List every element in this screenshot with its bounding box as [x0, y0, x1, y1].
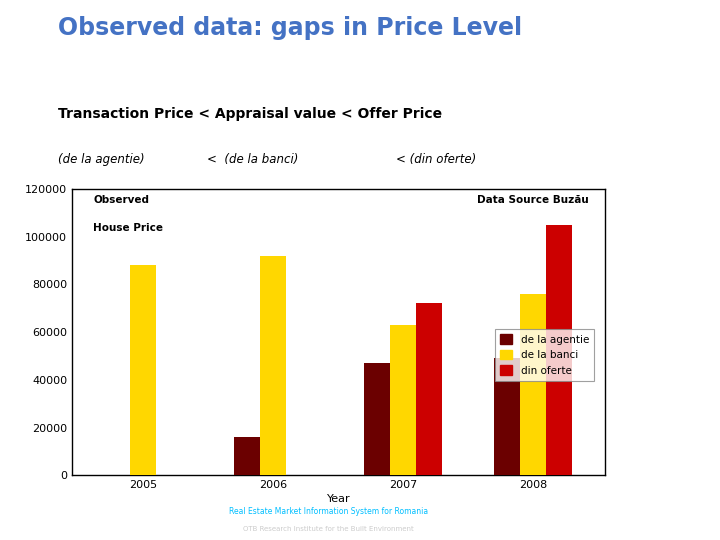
Text: Real Estate Market Information System for Romania: Real Estate Market Information System fo… [229, 507, 428, 516]
Bar [130, 265, 156, 475]
Bar [364, 363, 390, 475]
Text: OTB Research Institute for the Built Environment: OTB Research Institute for the Built Env… [243, 525, 414, 532]
Text: House Price: House Price [94, 224, 163, 233]
Bar [546, 225, 572, 475]
Bar [261, 256, 287, 475]
Text: <  (de la banci): < (de la banci) [207, 153, 298, 166]
Text: ᵀ: ᵀ [65, 511, 71, 525]
Bar [521, 294, 546, 475]
Text: (de la agentie): (de la agentie) [58, 153, 145, 166]
Bar [235, 437, 261, 475]
Bar [390, 325, 416, 475]
Text: 10: 10 [618, 512, 632, 523]
Text: UDelft: UDelft [82, 512, 117, 523]
Bar [416, 303, 442, 475]
Text: Observed: Observed [94, 195, 149, 205]
Bar [495, 359, 521, 475]
Legend: de la agentie, de la banci, din oferte: de la agentie, de la banci, din oferte [495, 329, 594, 381]
Text: Data Source Buzău: Data Source Buzău [477, 195, 589, 205]
X-axis label: Year: Year [327, 494, 350, 504]
Text: Transaction Price < Appraisal value < Offer Price: Transaction Price < Appraisal value < Of… [58, 106, 442, 120]
Text: | 17: | 17 [678, 512, 700, 523]
Text: < (din oferte): < (din oferte) [396, 153, 476, 166]
Text: Observed data: gaps in Price Level: Observed data: gaps in Price Level [58, 16, 522, 39]
